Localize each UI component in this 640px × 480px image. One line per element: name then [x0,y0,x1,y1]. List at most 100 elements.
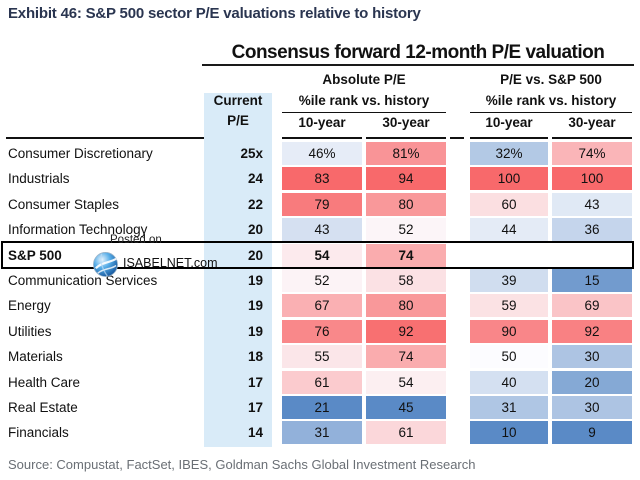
heat-cell: 10 [470,421,548,445]
heat-cell: 74 [366,243,446,267]
table-row: Communication Services 19 52 58 39 15 [6,268,632,292]
sector-name: Materials [8,349,63,365]
heat-cell: 40 [470,370,548,394]
sector-name: Information Technology [8,222,148,238]
table-title: Consensus forward 12-month P/E valuation [202,42,634,66]
heat-cell: 31 [282,421,362,445]
heat-cell: 69 [552,294,632,318]
sector-name: Utilities [8,323,52,339]
sector-name: S&P 500 [8,247,62,263]
current-pe-column-background [204,93,272,447]
current-pe-value: 17 [247,399,263,415]
heat-cell: 61 [282,370,362,394]
heat-cell: 100 [470,167,548,191]
heat-cell: 31 [470,395,548,419]
sector-name: Communication Services [8,272,158,288]
current-pe-header-line1: Current [213,93,263,108]
heat-cell: 79 [282,192,362,216]
pctile-rank-header-absolute: %ile rank vs. history [282,93,446,113]
sector-name: Energy [8,298,51,314]
current-pe-value: 19 [247,272,263,288]
heat-cell: 61 [366,421,446,445]
heat-cell: 20 [552,370,632,394]
table-body: Consumer Discretionary 25x 46% 81% 32% 74% Ind… [1,142,634,447]
heat-cell: 43 [552,192,632,216]
heat-cell: 9 [552,421,632,445]
sector-name: Consumer Staples [8,196,120,212]
current-pe-value: 25x [240,146,263,161]
heat-cell: 15 [552,268,632,292]
heat-cell: 39 [470,268,548,292]
table-row: Consumer Staples 22 79 80 60 43 [6,192,632,216]
heat-cell: 52 [282,268,362,292]
current-pe-value: 20 [247,247,263,263]
heat-cell: 100 [552,167,632,191]
current-pe-value: 19 [247,298,263,314]
heat-cell: 54 [282,243,362,267]
sector-name: Health Care [8,374,81,390]
sector-name: Industrials [8,171,70,187]
col-header-rel-10yr: 10-year [470,113,548,139]
table-row: Health Care 17 61 54 40 20 [6,370,632,394]
sector-name: Financials [8,425,69,441]
table-row: Materials 18 55 74 50 30 [6,345,632,369]
col-header-rel-30yr: 30-year [552,113,632,139]
current-pe-value: 18 [247,349,263,365]
sector-name: Real Estate [8,399,78,415]
sector-column-underline [6,113,204,139]
heat-cell: 52 [366,218,446,242]
heat-cell: 32% [470,142,548,165]
current-pe-header-line2: P/E [227,113,249,128]
column-group-absolute-pe: Absolute P/E [322,72,406,87]
heat-cell: 44 [470,218,548,242]
current-pe-value: 17 [247,374,263,390]
heat-cell: 92 [366,319,446,343]
current-pe-value: 24 [247,171,263,187]
table-row: Utilities 19 76 92 90 92 [6,319,632,343]
watermark-posted-on: Posted on [110,234,162,246]
heat-cell: 80 [366,294,446,318]
heat-cell: 46% [282,142,362,165]
heat-cell: 50 [470,345,548,369]
heat-cell: 58 [366,268,446,292]
sector-name: Consumer Discretionary [8,146,153,161]
current-pe-value: 19 [247,323,263,339]
table-row: Consumer Discretionary 25x 46% 81% 32% 74% [6,142,632,165]
heat-cell: 43 [282,218,362,242]
heat-cell: 67 [282,294,362,318]
table-row: Industrials 24 83 94 100 100 [6,167,632,191]
heat-cell: 21 [282,395,362,419]
col-header-abs-30yr: 30-year [366,113,446,139]
current-pe-value: 14 [247,425,263,441]
heat-cell: 76 [282,319,362,343]
heat-cell: 36 [552,218,632,242]
heat-cell: 81% [366,142,446,165]
current-pe-value: 20 [247,222,263,238]
exhibit-title: Exhibit 46: S&P 500 sector P/E valuation… [8,5,421,22]
heat-cell: 74% [552,142,632,165]
heat-cell: 59 [470,294,548,318]
table-header: Absolute P/E P/E vs. S&P 500 Current %il… [6,72,632,139]
heat-cell: 94 [366,167,446,191]
watermark-isabelnet: ISABELNET.com [123,256,218,270]
heat-cell: 92 [552,319,632,343]
table-row: Information Technology 20 43 52 44 36 [6,218,632,242]
table-row: Energy 19 67 80 59 69 [6,294,632,318]
source-note: Source: Compustat, FactSet, IBES, Goldma… [8,457,476,472]
col-header-abs-10yr: 10-year [282,113,362,139]
heat-cell: 90 [470,319,548,343]
heat-cell: 45 [366,395,446,419]
globe-icon [93,252,118,277]
heat-cell: 55 [282,345,362,369]
heat-cell: 60 [470,192,548,216]
heat-cell: 83 [282,167,362,191]
heat-cell: 54 [366,370,446,394]
current-pe-value: 22 [247,196,263,212]
heat-cell: 74 [366,345,446,369]
heat-cell: 80 [366,192,446,216]
table-row: Real Estate 17 21 45 31 30 [6,395,632,419]
table-row: Financials 14 31 61 10 9 [6,421,632,445]
heat-cell: 30 [552,395,632,419]
heat-cell: 30 [552,345,632,369]
